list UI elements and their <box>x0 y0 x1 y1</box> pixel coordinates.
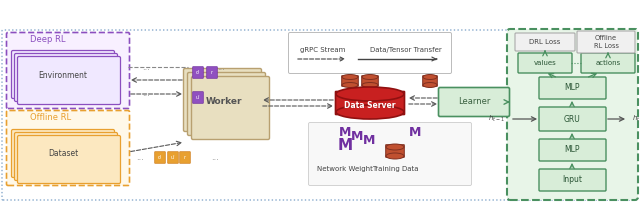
Ellipse shape <box>423 75 437 80</box>
Text: Input: Input <box>562 176 582 184</box>
FancyBboxPatch shape <box>289 33 451 74</box>
Text: GRU: GRU <box>564 115 580 123</box>
Text: Deep RL: Deep RL <box>30 35 65 43</box>
FancyBboxPatch shape <box>518 53 572 73</box>
FancyBboxPatch shape <box>15 54 118 101</box>
FancyBboxPatch shape <box>438 87 509 117</box>
Ellipse shape <box>336 105 404 119</box>
Text: ...: ... <box>211 154 219 162</box>
Text: r: r <box>211 70 213 75</box>
FancyBboxPatch shape <box>6 110 129 185</box>
Text: actions: actions <box>595 60 621 66</box>
FancyBboxPatch shape <box>191 77 269 140</box>
FancyBboxPatch shape <box>342 76 358 86</box>
FancyBboxPatch shape <box>15 133 118 181</box>
FancyBboxPatch shape <box>17 57 120 104</box>
FancyBboxPatch shape <box>539 77 606 99</box>
FancyBboxPatch shape <box>539 139 606 161</box>
Text: MLP: MLP <box>564 145 580 155</box>
Text: DRL Loss: DRL Loss <box>529 39 561 45</box>
Ellipse shape <box>342 82 358 87</box>
FancyBboxPatch shape <box>12 129 115 178</box>
Text: ...: ... <box>142 89 150 99</box>
FancyBboxPatch shape <box>539 107 606 131</box>
Text: Learner: Learner <box>458 98 490 106</box>
Ellipse shape <box>336 87 404 101</box>
FancyBboxPatch shape <box>335 92 404 115</box>
FancyBboxPatch shape <box>6 33 129 108</box>
Text: MLP: MLP <box>564 83 580 93</box>
FancyBboxPatch shape <box>155 152 165 163</box>
FancyBboxPatch shape <box>207 67 218 78</box>
FancyBboxPatch shape <box>308 122 472 185</box>
Text: Data Server: Data Server <box>344 101 396 109</box>
FancyBboxPatch shape <box>422 76 437 86</box>
FancyBboxPatch shape <box>581 53 635 73</box>
Ellipse shape <box>362 75 378 80</box>
Text: r: r <box>184 155 186 160</box>
Text: Offline RL: Offline RL <box>30 114 71 122</box>
FancyBboxPatch shape <box>12 50 115 99</box>
Text: Network Weight: Network Weight <box>317 166 373 172</box>
Text: M: M <box>363 134 375 146</box>
FancyBboxPatch shape <box>188 73 266 136</box>
FancyBboxPatch shape <box>193 67 204 78</box>
Ellipse shape <box>362 82 378 87</box>
FancyBboxPatch shape <box>168 152 179 163</box>
FancyBboxPatch shape <box>193 92 204 103</box>
Text: ...: ... <box>136 154 144 162</box>
FancyBboxPatch shape <box>539 169 606 191</box>
FancyBboxPatch shape <box>386 145 404 157</box>
Ellipse shape <box>423 82 437 87</box>
Text: M: M <box>409 125 421 139</box>
Text: o': o' <box>196 70 200 75</box>
FancyBboxPatch shape <box>180 152 190 163</box>
Text: Data/Tensor Transfer: Data/Tensor Transfer <box>370 47 442 53</box>
Text: ...: ... <box>142 62 150 72</box>
Text: Dataset: Dataset <box>48 149 78 159</box>
Ellipse shape <box>342 75 358 80</box>
Text: ...: ... <box>217 62 225 72</box>
Text: M: M <box>351 129 363 142</box>
Text: u': u' <box>196 95 200 100</box>
Text: u': u' <box>171 155 175 160</box>
FancyBboxPatch shape <box>515 33 575 51</box>
Ellipse shape <box>386 144 404 150</box>
FancyBboxPatch shape <box>577 31 635 53</box>
FancyBboxPatch shape <box>17 136 120 183</box>
FancyBboxPatch shape <box>362 76 378 86</box>
Ellipse shape <box>386 153 404 159</box>
Text: Offline
RL Loss: Offline RL Loss <box>593 36 618 48</box>
Text: Environment: Environment <box>38 70 88 80</box>
Text: $h_{t-1}$: $h_{t-1}$ <box>488 114 505 124</box>
Text: Worker: Worker <box>205 98 243 106</box>
Text: gRPC Stream: gRPC Stream <box>300 47 346 53</box>
Text: M: M <box>337 138 353 153</box>
Text: $h_t$: $h_t$ <box>632 114 640 124</box>
Text: values: values <box>534 60 556 66</box>
FancyBboxPatch shape <box>507 29 638 200</box>
Text: o': o' <box>158 155 162 160</box>
Text: Training Data: Training Data <box>372 166 419 172</box>
Text: M: M <box>339 125 351 139</box>
FancyBboxPatch shape <box>184 68 262 132</box>
